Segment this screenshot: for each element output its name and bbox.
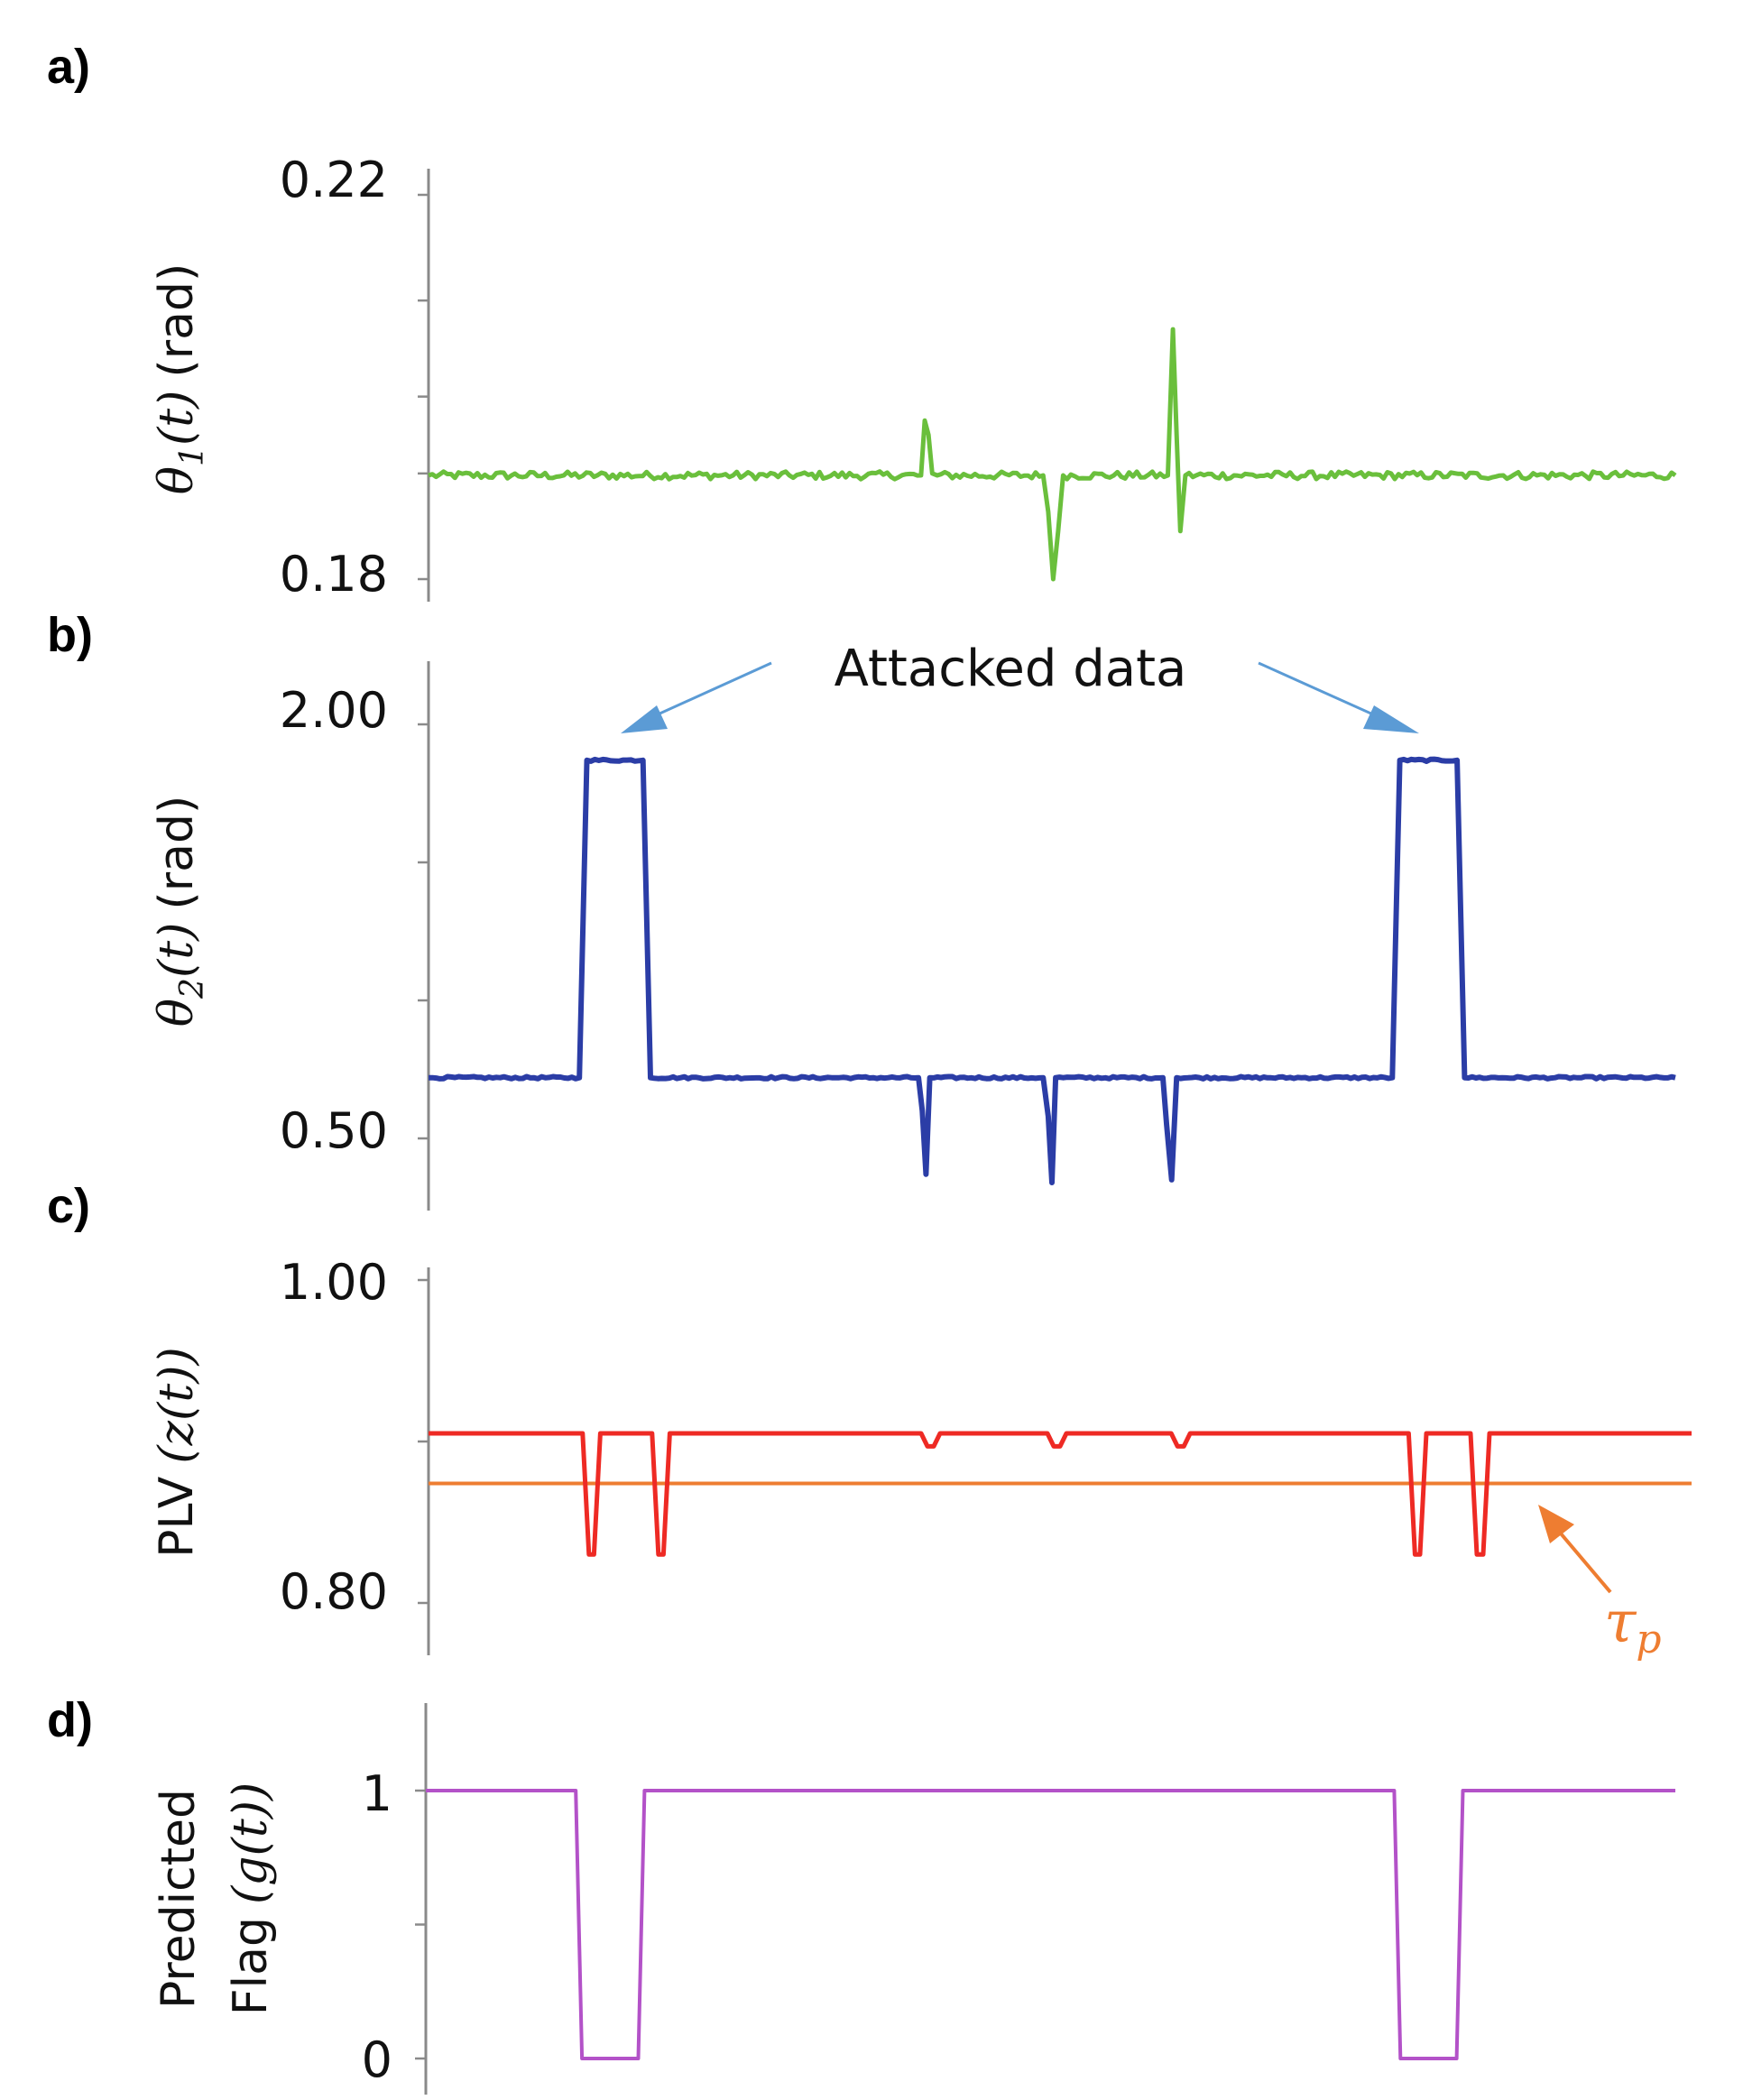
panel-c-series-plv (429, 1431, 1692, 1557)
panel-b-ylabel-unit: (rad) (150, 796, 204, 910)
panel-c: c) 1.00 0.80 PLV (z(t)) τp (47, 1179, 1692, 1662)
panel-c-ytick-top: 1.00 (280, 1254, 388, 1311)
panel-d: d) 1 0 Predicted Flag (g(t)) (47, 1693, 1675, 2095)
panel-b-ylabel-symbol: θ (150, 999, 204, 1027)
attacked-data-arrow-right-head (1363, 705, 1419, 733)
threshold-label: τp (1604, 1589, 1662, 1662)
attacked-data-annotation: Attacked data (835, 640, 1187, 698)
panel-a-ylabel: θ1(t) (rad) (150, 263, 211, 495)
panel-a-ylabel-symbol: θ (150, 466, 204, 494)
panel-d-ytick-bottom: 0 (362, 2031, 392, 2088)
panel-c-ylabel-main: PLV (150, 1476, 204, 1558)
panel-a-ylabel-arg: (t) (150, 391, 204, 446)
panel-d-ylabel-line2-main: Flag (224, 1917, 278, 2015)
panel-c-label: c) (47, 1179, 90, 1233)
attacked-data-arrow-left-head (621, 705, 668, 733)
panel-a-ytick-top: 0.22 (280, 152, 388, 208)
threshold-arrow-line (1559, 1532, 1612, 1594)
panel-a: a) 0.22 0.18 θ1(t) (rad) (47, 40, 1677, 603)
panel-b-label: b) (47, 608, 93, 662)
panel-b-series-theta2 (429, 756, 1676, 1185)
panel-d-ylabel-line1: Predicted (152, 1789, 206, 2009)
panel-a-ylabel-sub: 1 (174, 446, 211, 466)
panel-a-series-theta1 (428, 327, 1677, 582)
panel-d-ylabel-arg: (g(t)) (224, 1782, 278, 1904)
panel-c-ylabel-arg: (z(t)) (150, 1347, 204, 1463)
panel-b-minor-ticks (418, 723, 429, 1140)
threshold-label-sub: p (1636, 1616, 1661, 1662)
attacked-data-arrow-right-line (1258, 661, 1384, 721)
threshold-arrow-head (1538, 1505, 1574, 1543)
panel-b-ytick-bottom: 0.50 (280, 1102, 388, 1159)
panel-d-series-flag (426, 1789, 1675, 2060)
panel-a-ylabel-unit: (rad) (150, 263, 204, 378)
panel-c-ylabel: PLV (z(t)) (150, 1347, 204, 1558)
panel-c-ytick-bottom: 0.80 (280, 1563, 388, 1620)
panel-d-label: d) (47, 1693, 93, 1747)
panel-b-ytick-top: 2.00 (280, 682, 388, 739)
panel-b-ylabel-sub: 2 (174, 978, 211, 999)
attacked-data-arrow-left-line (647, 661, 772, 721)
panel-a-ytick-bottom: 0.18 (280, 546, 388, 603)
panel-d-ylabel-line2: Flag (g(t)) (224, 1782, 278, 2016)
panel-d-minor-ticks (415, 1789, 426, 2060)
threshold-label-symbol: τ (1604, 1589, 1637, 1656)
panel-b: b) 2.00 0.50 θ2(t) (rad) Attacked data (47, 608, 1676, 1211)
panel-b-ylabel: θ2(t) (rad) (150, 796, 211, 1027)
panel-b-ylabel-arg: (t) (150, 923, 204, 978)
panel-a-label: a) (47, 40, 90, 94)
panel-c-minor-ticks (418, 1278, 429, 1605)
panel-a-minor-ticks (418, 193, 429, 581)
panel-d-ytick-top: 1 (362, 1765, 392, 1822)
